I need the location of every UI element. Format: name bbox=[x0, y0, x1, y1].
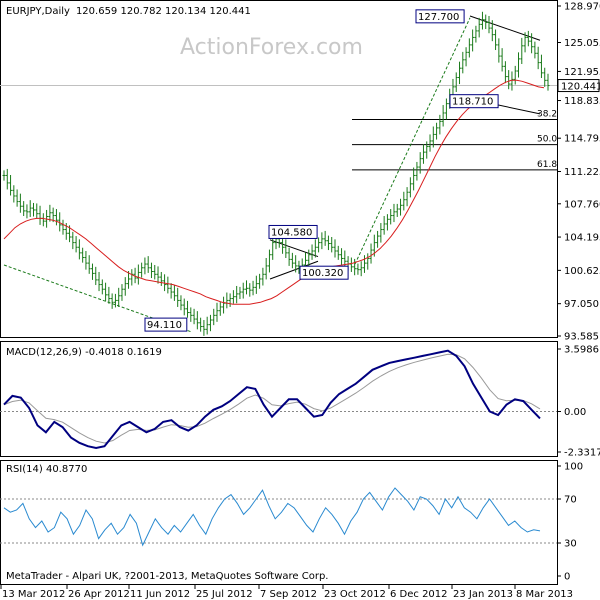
moving-average-line bbox=[3, 79, 545, 305]
price-axis: 128.970 125.055 121.955 118.835 114.795 111.2… bbox=[0, 2, 600, 343]
macd-tick-label: 3.5986 bbox=[564, 345, 599, 356]
price-label-box bbox=[415, 9, 465, 24]
price-label: 94.110 bbox=[147, 320, 182, 331]
date-tick-label: 26 Apr 2012 bbox=[68, 589, 130, 600]
rsi-pane: RSI(14) 40.8770 100 70 30 0 MetaTrader - Al… bbox=[0, 460, 583, 585]
date-tick-label: 8 Mar 2013 bbox=[516, 589, 573, 600]
macd-tick-label: -2.3317 bbox=[564, 448, 600, 459]
fib-label: 38.2 bbox=[537, 109, 557, 119]
rsi-tick-label: 30 bbox=[564, 539, 577, 550]
date-tick-label: 23 Oct 2012 bbox=[324, 589, 386, 600]
footer-text: MetaTrader - Alpari UK, ?2001-2013, Meta… bbox=[6, 571, 328, 582]
price-labels: 127.700 118.710 104.580 100.320 94.110 bbox=[144, 9, 499, 332]
price-label-box bbox=[449, 94, 499, 109]
price-label-box bbox=[144, 317, 188, 332]
current-price-box bbox=[557, 79, 600, 93]
price-label: 127.700 bbox=[418, 12, 459, 23]
rsi-tick-label: 100 bbox=[564, 462, 583, 473]
trend-line-triangle-bottom bbox=[269, 260, 319, 280]
price-tick-label: 118.835 bbox=[564, 96, 600, 107]
price-label-box bbox=[268, 224, 318, 239]
rsi-tick-label: 70 bbox=[564, 495, 577, 506]
price-tick-label: 114.795 bbox=[564, 134, 600, 145]
price-label: 100.320 bbox=[302, 268, 343, 279]
date-tick-label: 6 Dec 2012 bbox=[390, 589, 448, 600]
date-tick-label: 11 Jun 2012 bbox=[130, 589, 190, 600]
current-price-label: 120.441 bbox=[561, 82, 600, 93]
chart-title: EURJPY,Daily 120.659 120.782 120.134 120.… bbox=[6, 6, 251, 17]
rsi-line bbox=[3, 487, 541, 547]
macd-tick-label: 0.00 bbox=[564, 407, 586, 418]
macd-title: MACD(12,26,9) -0.4018 0.1619 bbox=[6, 347, 162, 358]
macd-signal-line bbox=[3, 353, 541, 444]
rsi-title: RSI(14) 40.8770 bbox=[6, 464, 87, 475]
price-tick-label: 107.760 bbox=[564, 199, 600, 210]
price-tick-label: 104.195 bbox=[564, 233, 600, 244]
price-tick-label: 125.055 bbox=[564, 38, 600, 49]
rsi-tick-label: 0 bbox=[564, 572, 570, 583]
price-tick-label: 93.585 bbox=[564, 332, 599, 343]
price-tick-label: 97.050 bbox=[564, 299, 599, 310]
macd-axis: 3.5986 0.00 -2.3317 bbox=[0, 345, 600, 459]
date-tick-label: 7 Sep 2012 bbox=[260, 589, 317, 600]
macd-pane: MACD(12,26,9) -0.4018 0.1619 3.5986 0.00 -… bbox=[0, 341, 600, 459]
price-tick-label: 100.625 bbox=[564, 266, 600, 277]
price-label-box bbox=[299, 265, 349, 280]
price-bars bbox=[2, 11, 550, 336]
fib-label: 50.0 bbox=[537, 135, 557, 145]
price-tick-label: 128.970 bbox=[564, 2, 600, 13]
rsi-axis: 100 70 30 0 bbox=[0, 462, 583, 583]
price-label: 104.580 bbox=[271, 227, 312, 238]
price-tick-label: 111.225 bbox=[564, 167, 600, 178]
date-tick-label: 25 Jul 2012 bbox=[196, 589, 253, 600]
trend-line-rally bbox=[354, 17, 471, 265]
fib-label: 61.8 bbox=[537, 160, 557, 170]
watermark: ActionForex.com bbox=[180, 35, 363, 60]
price-pane: ActionForex.com EURJPY,Daily 120.659 120.… bbox=[0, 0, 600, 343]
date-tick-label: 23 Jan 2013 bbox=[453, 589, 513, 600]
price-tick-label: 121.955 bbox=[564, 67, 600, 78]
macd-line bbox=[3, 349, 541, 450]
fib-levels: 38.2 50.0 61.8 bbox=[352, 109, 557, 171]
date-axis: 13 Mar 2012 26 Apr 2012 11 Jun 2012 25 Jul … bbox=[0, 585, 573, 600]
price-label: 118.710 bbox=[452, 97, 493, 108]
date-tick-label: 13 Mar 2012 bbox=[2, 589, 65, 600]
trend-line-triangle-top bbox=[269, 239, 319, 258]
